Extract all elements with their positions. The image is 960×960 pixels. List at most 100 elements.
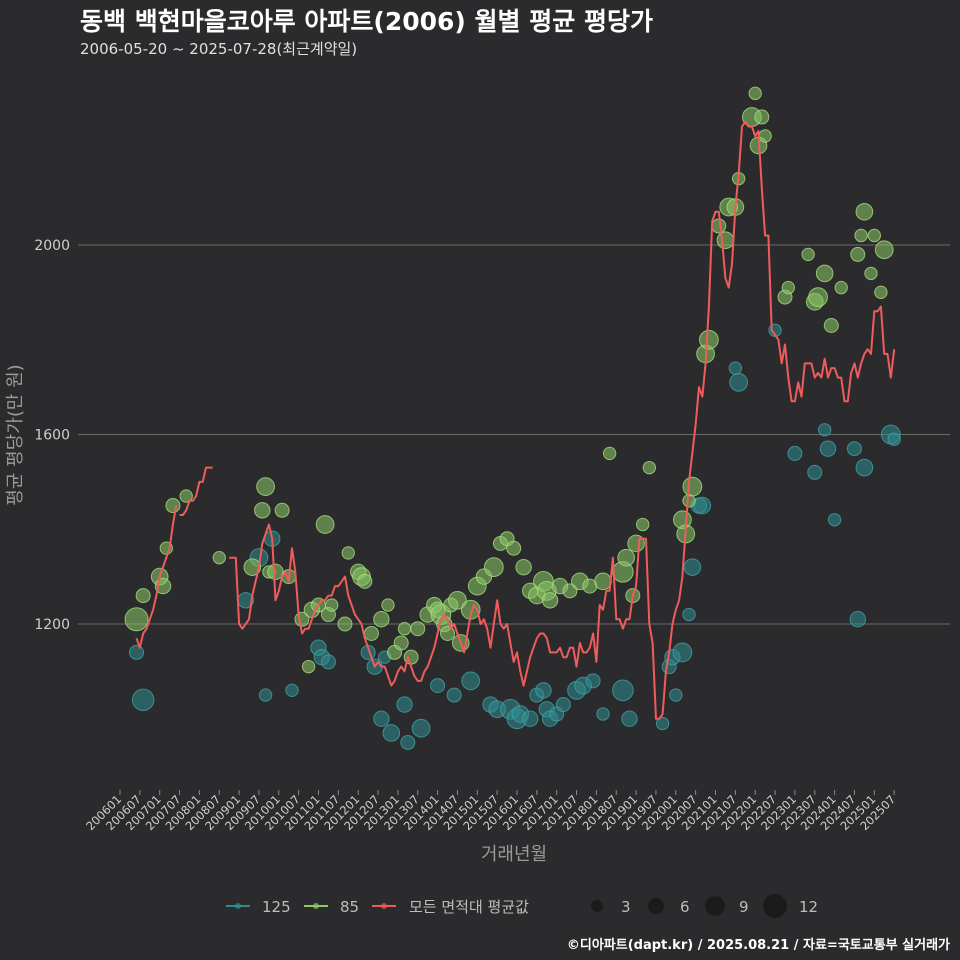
- bubble-point-125: [373, 710, 390, 727]
- legend-size-label: 6: [680, 898, 690, 916]
- bubble-point-125: [382, 724, 401, 742]
- bubble-point-125: [430, 678, 446, 694]
- bubble-point-125: [655, 716, 670, 731]
- bubble-point-85: [711, 218, 727, 234]
- bubble-point-85: [274, 502, 290, 518]
- bubble-point-125: [596, 707, 610, 721]
- bubble-point-85: [124, 607, 149, 632]
- x-axis-title: 거래년월: [481, 844, 547, 865]
- legend-key-dot: [381, 903, 387, 909]
- bubble-point-125: [669, 688, 683, 702]
- bubble-point-85: [850, 246, 866, 262]
- average-price-line: [135, 505, 178, 649]
- bubble-point-125: [320, 654, 336, 670]
- bubble-point-125: [522, 710, 539, 727]
- bubble-point-125: [555, 697, 571, 713]
- bubble-point-85: [179, 489, 193, 503]
- y-axis-title: 평균 평당가(만 원): [5, 364, 26, 505]
- bubble-point-85: [301, 659, 316, 674]
- bubble-point-85: [541, 592, 559, 609]
- bubble-point-125: [682, 607, 696, 622]
- source-caption: ©디아파트(dapt.kr) / 2025.08.21 / 자료=국토교통부 실…: [566, 938, 950, 953]
- bubble-point-85: [682, 494, 696, 508]
- legend-size-circle: [591, 900, 603, 912]
- bubble-point-125: [535, 682, 552, 699]
- axis-ticks: 1200160020002006012006072007012007072008…: [34, 238, 898, 833]
- bubble-point-85: [325, 598, 339, 612]
- bubble-point-85: [448, 590, 467, 610]
- legend-size-circle: [705, 896, 725, 916]
- bubble-point-125: [846, 441, 862, 457]
- bubble-point-85: [506, 540, 522, 556]
- bubble-point-85: [864, 266, 878, 281]
- bubble-point-85: [381, 598, 395, 612]
- bubble-point-125: [621, 710, 638, 727]
- bubble-point-125: [612, 679, 634, 702]
- bubble-point-85: [135, 588, 151, 604]
- bubble-point-85: [243, 558, 262, 576]
- bubble-point-125: [819, 440, 837, 457]
- legend-label: 125: [262, 898, 291, 916]
- average-line-layer: [135, 120, 896, 720]
- bubble-point-85: [815, 264, 834, 283]
- bubble-point-85: [410, 621, 426, 637]
- bubble-point-85: [212, 550, 226, 565]
- bubble-point-85: [636, 517, 650, 532]
- bubble-point-85: [397, 622, 412, 636]
- bubble-point-85: [393, 635, 409, 651]
- bubble-point-125: [728, 361, 743, 375]
- legend-label: 85: [340, 898, 359, 916]
- grid-lines: [78, 244, 950, 625]
- bubble-point-85: [594, 572, 612, 591]
- bubble-point-85: [440, 625, 456, 641]
- legend-size-label: 12: [799, 898, 818, 916]
- average-price-line: [229, 120, 896, 720]
- bubble-point-125: [787, 445, 803, 461]
- bubble-point-125: [129, 644, 145, 660]
- bubble-point-125: [396, 696, 413, 713]
- bubble-point-125: [729, 372, 749, 392]
- bubble-point-125: [258, 688, 273, 702]
- bubble-point-85: [627, 534, 645, 553]
- bubble-point-125: [461, 671, 481, 691]
- legend-size-circle: [648, 898, 664, 914]
- bubble-point-85: [854, 228, 868, 243]
- bubble-point-85: [373, 611, 390, 628]
- average-price-line: [179, 466, 213, 516]
- bubble-point-125: [400, 734, 416, 750]
- bubble-point-85: [808, 287, 828, 307]
- bubble-point-85: [874, 285, 888, 300]
- bubble-point-85: [823, 318, 839, 334]
- bubble-point-85: [699, 329, 719, 350]
- legend-size-circle: [763, 894, 787, 918]
- bubble-point-85: [716, 231, 735, 250]
- bubble-point-125: [285, 683, 299, 698]
- bubble-point-85: [682, 476, 703, 497]
- bubble-point-85: [165, 498, 181, 514]
- bubble-point-85: [617, 548, 635, 567]
- y-tick-label: 2000: [34, 238, 70, 254]
- bubble-point-85: [363, 625, 379, 641]
- bubble-point-85: [642, 460, 657, 475]
- legend-label: 모든 면적대 평균값: [409, 898, 529, 916]
- bubble-point-85: [867, 228, 881, 243]
- bubble-point-85: [315, 515, 335, 534]
- bubble-point-85: [874, 240, 894, 260]
- bubble-point-85: [748, 86, 762, 101]
- bubble-point-85: [254, 502, 271, 519]
- bubble-point-125: [683, 558, 702, 576]
- y-tick-label: 1200: [34, 617, 70, 633]
- y-tick-label: 1600: [34, 427, 70, 443]
- legend-size-label: 9: [739, 898, 749, 916]
- bubble-point-85: [758, 129, 772, 143]
- legend-key-dot: [313, 903, 319, 909]
- bubble-point-125: [693, 496, 712, 515]
- bubble-point-85: [781, 280, 795, 295]
- bubble-point-85: [754, 109, 770, 125]
- bubble-point-125: [827, 513, 842, 527]
- legend-size-label: 3: [621, 898, 631, 916]
- chart-subtitle: 2006-05-20 ~ 2025-07-28(최근계약일): [80, 40, 358, 58]
- bubble-point-125: [817, 423, 832, 437]
- bubble-point-125: [855, 458, 874, 477]
